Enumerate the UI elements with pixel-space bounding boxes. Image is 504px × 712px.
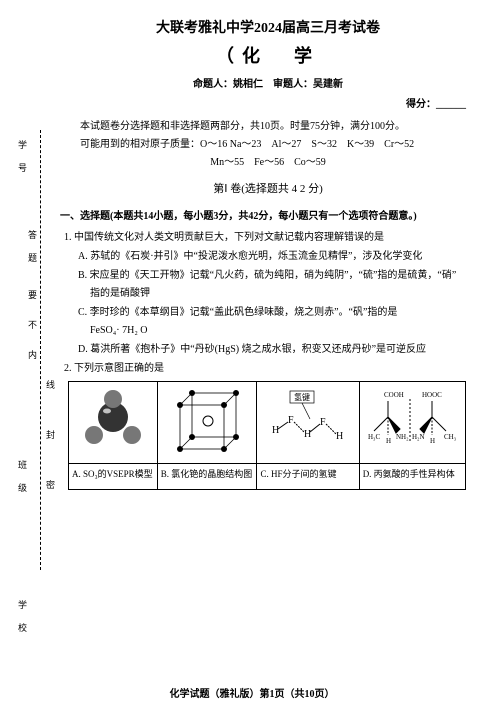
cooh-label-2: HOOC xyxy=(422,391,442,399)
q1-option-b: B. 宋应星的《天工开物》记载“凡火药，硫为纯阳，硝为纯阴”，“硫”指的是硫黄，… xyxy=(78,267,476,284)
intro-desc: 本试题卷分选择题和非选择题两部分，共10页。时量75分钟，满分100分。 xyxy=(60,119,476,135)
svg-text:NH₂: NH₂ xyxy=(396,433,409,441)
q2-caption-b: B. 氯化铯的晶胞结构图 xyxy=(157,463,257,489)
q2-options-table: 氢键 H F H F H COOH HOOC xyxy=(68,381,466,490)
exam-title-line2: （化 学 xyxy=(60,42,476,71)
q1-stem: 1. 中国传统文化对人类文明贡献巨大，下列对文献记载内容理解错误的是 xyxy=(64,229,476,246)
q2-cell-c-image: 氢键 H F H F H xyxy=(257,381,359,463)
q1-option-c: C. 李时珍的《本草纲目》记载“盖此矾色绿味酸，烧之则赤”。“矾”指的是 xyxy=(78,304,476,321)
q2-stem: 2. 下列示意图正确的是 xyxy=(64,360,476,377)
q2-cell-b-image xyxy=(157,381,257,463)
svg-text:F: F xyxy=(288,415,294,426)
q2-cell-a-image xyxy=(69,381,158,463)
crystal-cell-icon xyxy=(162,385,252,459)
hydrogen-bond-icon: 氢键 H F H F H xyxy=(260,385,356,459)
svg-text:H: H xyxy=(386,437,391,445)
q1-option-d: D. 葛洪所著《抱朴子》中“丹砂(HgS) 烧之成水银，积变又还成丹砂”是可逆反… xyxy=(78,341,476,358)
q2-caption-d: D. 丙氨酸的手性异构体 xyxy=(359,463,465,489)
hbond-label: 氢键 xyxy=(294,392,310,402)
score-line: 得分：______ xyxy=(60,97,476,113)
q2-caption-a: A. SO₃的VSEPR模型 xyxy=(69,463,158,489)
svg-text:CH₃: CH₃ xyxy=(444,433,457,441)
svg-text:H₃C: H₃C xyxy=(368,433,380,441)
section-1-heading: 第Ⅰ 卷(选择题共 4 2 分) xyxy=(60,181,476,199)
authors-line: 命题人：姚相仁 审题人：吴建新 xyxy=(60,77,476,93)
svg-text:H₂N: H₂N xyxy=(412,433,425,441)
svg-text:H: H xyxy=(272,425,279,436)
q1-option-b-cont: 指的是硝酸钾 xyxy=(90,286,476,302)
page-footer: 化学试题（雅礼版）第1页（共10页） xyxy=(0,685,504,700)
q2-cell-d-image: COOH HOOC H₃C NH₂ H xyxy=(359,381,465,463)
atomic-masses-1: 可能用到的相对原子质量：O～16 Na～23 Al～27 S～32 K～39 C… xyxy=(60,137,476,153)
svg-text:F: F xyxy=(320,417,326,428)
q1-option-a: A. 苏轼的《石炭·并引》中“投泥泼水愈光明，烁玉流金见精悍”，涉及化学变化 xyxy=(78,248,476,265)
gutter-text: 学 校 xyxy=(16,600,29,638)
exam-title-line1: 大联考雅礼中学2024届高三月考试卷 xyxy=(60,18,476,40)
svg-text:H: H xyxy=(304,429,311,440)
atomic-masses-2: Mn～55 Fe～56 Co～59 xyxy=(60,155,476,171)
chirality-icon: COOH HOOC H₃C NH₂ H xyxy=(362,385,462,459)
q1-option-c-cont: FeSO₄· 7H₂ O xyxy=(90,323,476,339)
page-content: 大联考雅礼中学2024届高三月考试卷 （化 学 命题人：姚相仁 审题人：吴建新 … xyxy=(0,0,504,490)
svg-text:H: H xyxy=(336,431,343,442)
q2-caption-c: C. HF分子间的氢键 xyxy=(257,463,359,489)
vsepr-model-icon xyxy=(74,387,152,457)
svg-text:H: H xyxy=(430,437,435,445)
cooh-label-1: COOH xyxy=(384,391,404,399)
question-group-title: 一、选择题(本题共14小题，每小题3分，共42分，每小题只有一个选项符合题意。) xyxy=(60,209,476,225)
